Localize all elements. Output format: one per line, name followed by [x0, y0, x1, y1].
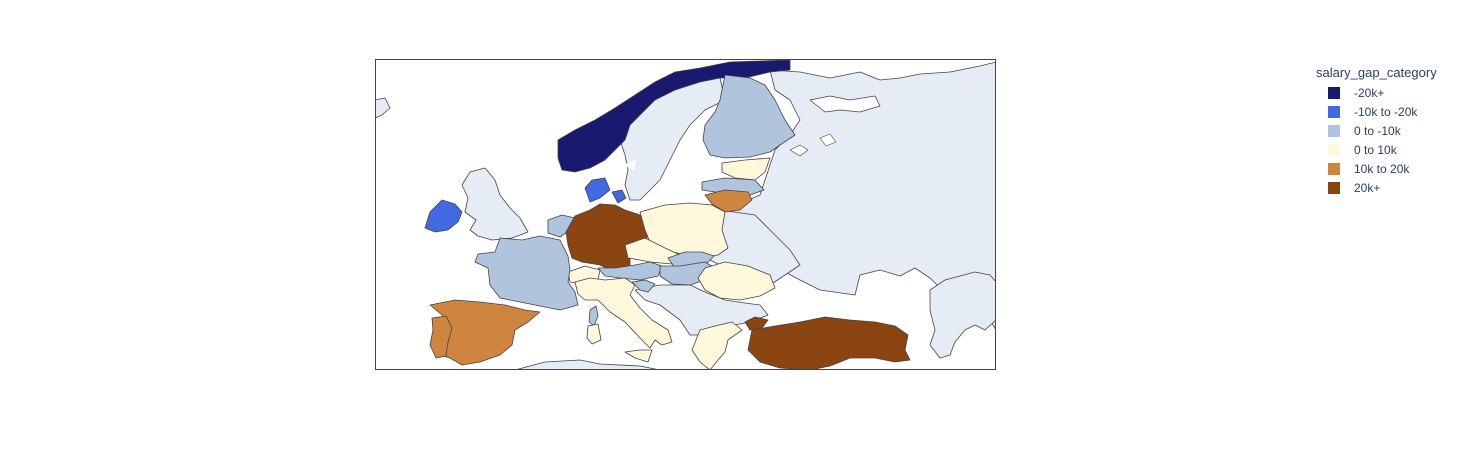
region-sicily[interactable]: [624, 349, 653, 363]
region-turkey-thrace[interactable]: [744, 316, 769, 331]
legend-label: 0 to 10k: [1354, 142, 1397, 157]
region-lithuania[interactable]: [704, 189, 753, 213]
lakes: [622, 133, 837, 170]
land-iceland-edge: [375, 97, 391, 119]
land-caucasus: [929, 271, 996, 359]
legend-swatch: [1328, 105, 1340, 118]
region-croatia[interactable]: [631, 279, 656, 293]
region-sardinia[interactable]: [586, 323, 602, 345]
region-denmark[interactable]: [584, 177, 627, 204]
region-italy[interactable]: [574, 277, 673, 349]
map-frame-border: [375, 59, 996, 370]
legend-item-neg10to20[interactable]: -10k to -20k: [1328, 102, 1437, 121]
region-ireland[interactable]: [424, 199, 463, 233]
region-latvia[interactable]: [701, 177, 765, 196]
region-portugal[interactable]: [429, 315, 453, 359]
region-estonia[interactable]: [721, 157, 771, 181]
legend-swatch: [1328, 143, 1340, 156]
legend-swatch: [1328, 162, 1340, 175]
region-turkey[interactable]: [747, 316, 911, 370]
land-kola: [809, 95, 881, 113]
legend-item-zero_to_10[interactable]: 0 to 10k: [1328, 140, 1437, 159]
legend-title: salary_gap_category: [1316, 65, 1437, 80]
legend-label: -10k to -20k: [1354, 104, 1418, 119]
region-france[interactable]: [474, 235, 579, 311]
choropleth-map[interactable]: [375, 59, 996, 370]
country-regions: [424, 59, 911, 370]
region-corsica[interactable]: [588, 305, 599, 327]
region-romania[interactable]: [697, 261, 776, 301]
legend-swatch: [1328, 86, 1340, 99]
region-greece[interactable]: [691, 321, 743, 370]
legend-label: 20k+: [1354, 180, 1381, 195]
legend-item-neg20plus[interactable]: -20k+: [1328, 83, 1437, 102]
legend: salary_gap_category -20k+ -10k to -20k 0 t…: [1316, 64, 1437, 197]
legend-swatch: [1328, 181, 1340, 194]
legend-label: -20k+: [1354, 85, 1385, 100]
legend-swatch: [1328, 124, 1340, 137]
region-norway[interactable]: [557, 59, 791, 173]
legend-item-zero_to_neg10[interactable]: 0 to -10k: [1328, 121, 1437, 140]
legend-label: 0 to -10k: [1354, 123, 1401, 138]
region-finland[interactable]: [702, 74, 796, 159]
legend-label: 10k to 20k: [1354, 161, 1410, 176]
legend-item-ten_to_20[interactable]: 10k to 20k: [1328, 159, 1437, 178]
legend-item-twenty_plus[interactable]: 20k+: [1328, 178, 1437, 197]
land-north-africa: [515, 359, 660, 370]
